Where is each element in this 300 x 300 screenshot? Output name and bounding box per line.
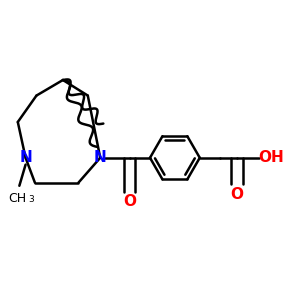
- Text: CH: CH: [9, 192, 27, 205]
- Text: O: O: [231, 187, 244, 202]
- Text: N: N: [19, 150, 32, 165]
- Text: 3: 3: [28, 195, 34, 204]
- Text: N: N: [94, 150, 106, 165]
- Text: OH: OH: [258, 150, 284, 165]
- Text: O: O: [123, 194, 136, 209]
